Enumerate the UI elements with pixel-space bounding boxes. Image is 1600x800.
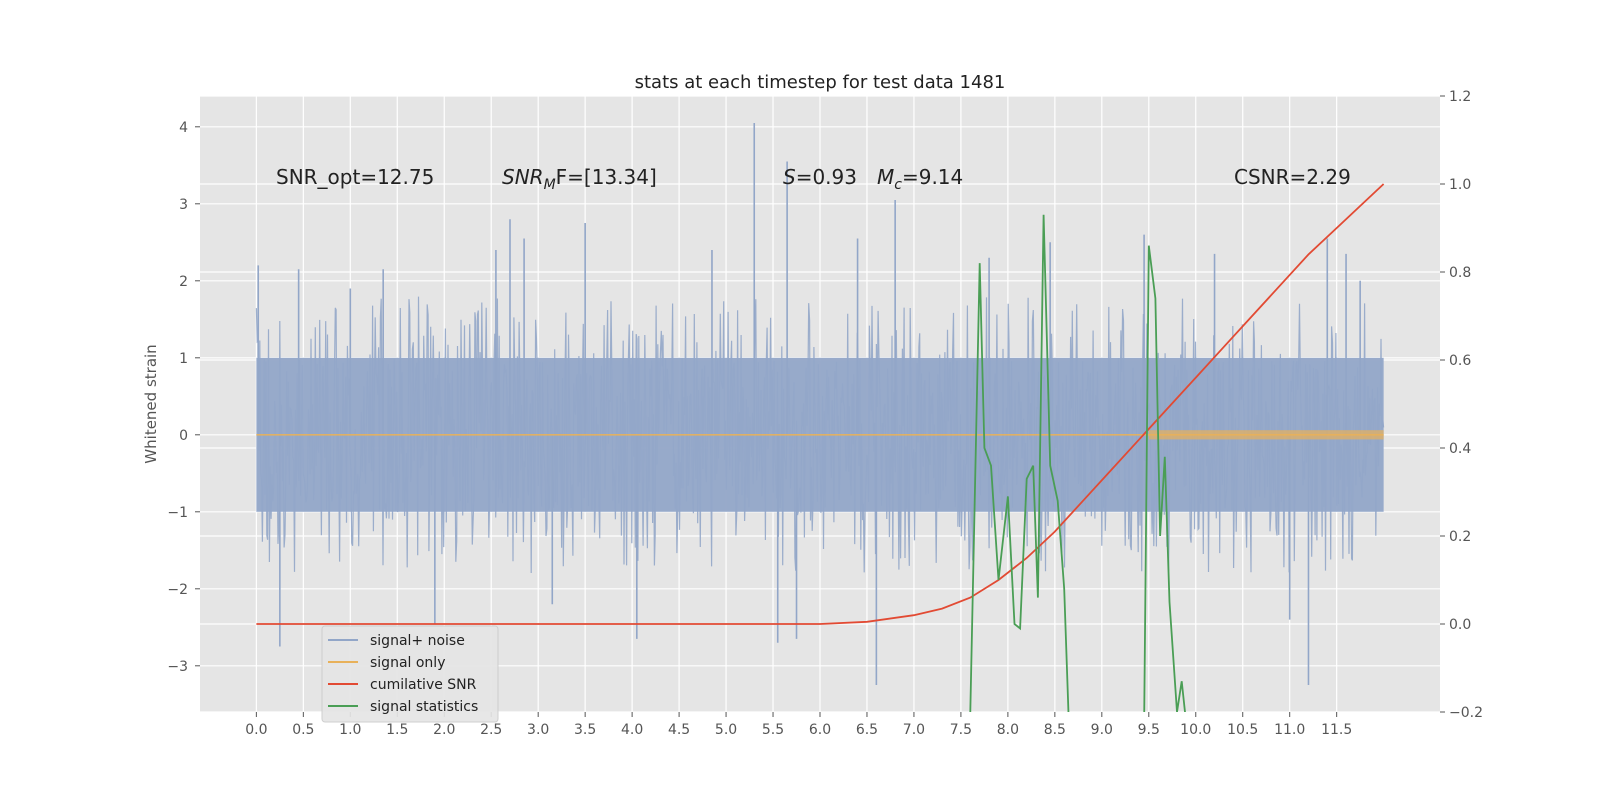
y-tick-label-6: 3 bbox=[179, 197, 188, 213]
annotation-mc: Mc=9.14 bbox=[877, 165, 963, 193]
x-tick-label-11: 5.5 bbox=[762, 722, 784, 738]
y-tick-label-0: −3 bbox=[167, 659, 188, 675]
x-tick-label-0: 0.0 bbox=[245, 722, 267, 738]
annotation-snr-mf-sub: M bbox=[544, 177, 556, 193]
y-tick-label-7: 4 bbox=[179, 120, 188, 136]
series-signal-only-oscillation bbox=[1148, 430, 1384, 440]
x-tick-label-2: 1.0 bbox=[339, 722, 361, 738]
annotations: SNR_opt=12.75 SNRMF=[13.34] S=0.93 Mc=9.… bbox=[276, 165, 1351, 193]
y2-tick-label-0: −0.2 bbox=[1449, 705, 1483, 721]
x-tick-label-16: 8.0 bbox=[997, 722, 1019, 738]
y2-tick-label-3: 0.4 bbox=[1449, 441, 1471, 457]
x-tick-label-6: 3.0 bbox=[527, 722, 549, 738]
y-tick-label-3: 0 bbox=[179, 428, 188, 444]
x-tick-label-18: 9.0 bbox=[1091, 722, 1113, 738]
legend-label-1: signal only bbox=[370, 655, 445, 671]
x-tick-label-22: 11.0 bbox=[1274, 722, 1305, 738]
x-tick-label-19: 9.5 bbox=[1138, 722, 1160, 738]
legend-label-2: cumilative SNR bbox=[370, 677, 477, 693]
x-tick-label-4: 2.0 bbox=[433, 722, 455, 738]
chart-title: stats at each timestep for test data 148… bbox=[635, 72, 1006, 93]
x-tick-label-12: 6.0 bbox=[809, 722, 831, 738]
x-tick-label-14: 7.0 bbox=[903, 722, 925, 738]
x-tick-label-10: 5.0 bbox=[715, 722, 737, 738]
legend-box bbox=[321, 625, 499, 723]
y2-tick-label-1: 0.0 bbox=[1449, 617, 1471, 633]
x-tick-label-1: 0.5 bbox=[292, 722, 314, 738]
y2-tick-label-7: 1.2 bbox=[1449, 89, 1471, 105]
y2-tick-label-5: 0.8 bbox=[1449, 265, 1471, 281]
annotation-snr-mf: SNRMF=[13.34] bbox=[502, 165, 657, 193]
y-tick-label-2: −1 bbox=[167, 505, 188, 521]
series-cumulative-snr-line bbox=[256, 183, 1385, 625]
annotation-snr-mf-rest: F=[13.34] bbox=[556, 165, 657, 189]
annotation-csnr: CSNR=2.29 bbox=[1234, 165, 1351, 189]
annotation-mc-main: M bbox=[877, 165, 894, 189]
annotation-s-symbol: S bbox=[783, 165, 796, 189]
annotation-snr-opt: SNR_opt=12.75 bbox=[276, 165, 434, 189]
x-tick-label-5: 2.5 bbox=[480, 722, 502, 738]
series-signal-statistics-line bbox=[969, 214, 1186, 712]
x-tick-label-20: 10.0 bbox=[1180, 722, 1211, 738]
axes: 0.0 0.5 1.0 1.5 2.0 2.5 3.0 3.5 4.0 4.5 5.0 5.5 6.0 6… bbox=[167, 89, 1483, 738]
plot-area bbox=[255, 122, 1385, 712]
x-tick-label-15: 7.5 bbox=[950, 722, 972, 738]
annotation-s-rest: =0.93 bbox=[796, 165, 857, 189]
x-tick-label-23: 11.5 bbox=[1321, 722, 1352, 738]
annotation-s: S=0.93 bbox=[783, 165, 857, 189]
y2-tick-label-6: 1.0 bbox=[1449, 177, 1471, 193]
y-tick-label-5: 2 bbox=[179, 274, 188, 290]
x-tick-label-7: 3.5 bbox=[574, 722, 596, 738]
y-tick-label-1: −2 bbox=[167, 582, 188, 598]
y2-tick-label-4: 0.6 bbox=[1449, 353, 1471, 369]
x-tick-label-3: 1.5 bbox=[386, 722, 408, 738]
x-tick-label-9: 4.5 bbox=[668, 722, 690, 738]
annotation-mc-rest: =9.14 bbox=[902, 165, 963, 189]
x-tick-label-21: 10.5 bbox=[1227, 722, 1258, 738]
y2-tick-label-2: 0.2 bbox=[1449, 529, 1471, 545]
x-tick-label-17: 8.5 bbox=[1044, 722, 1066, 738]
annotation-mc-sub: c bbox=[894, 177, 902, 193]
x-tick-label-13: 6.5 bbox=[856, 722, 878, 738]
annotation-snr-mf-main: SNR bbox=[502, 165, 544, 189]
x-tick-label-8: 4.0 bbox=[621, 722, 643, 738]
y-axis-label: Whitened strain bbox=[142, 344, 160, 463]
legend: signal+ noise signal only cumilative SNR si… bbox=[321, 625, 499, 723]
legend-label-3: signal statistics bbox=[370, 699, 478, 715]
legend-label-0: signal+ noise bbox=[370, 633, 465, 649]
y-tick-label-4: 1 bbox=[179, 351, 188, 367]
